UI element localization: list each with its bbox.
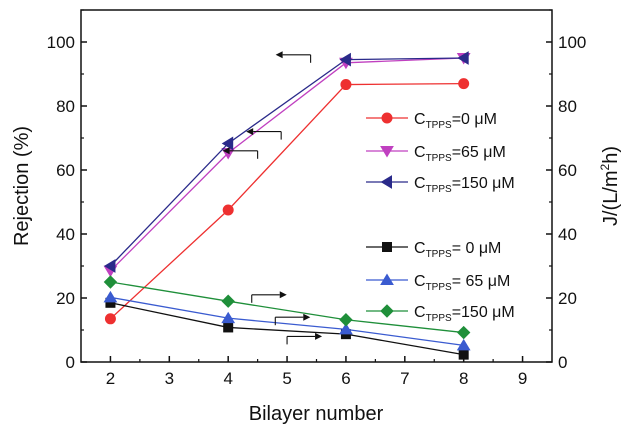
series-0 (104, 78, 470, 325)
legend-label: CTPPS= 65 μM (414, 273, 510, 293)
y-axis-left-title: Rejection (%) (11, 126, 33, 246)
y-left-tick-label: 100 (47, 33, 75, 52)
data-point (340, 79, 352, 91)
data-point (221, 294, 235, 308)
series-line (110, 296, 464, 347)
y-right-tick-label: 100 (558, 33, 586, 52)
legend-label: CTPPS=150 μM (414, 175, 515, 195)
data-point (221, 311, 236, 324)
legend-label: CTPPS=150 μM (414, 304, 515, 324)
legend-marker (380, 273, 394, 285)
x-tick-label: 9 (518, 369, 527, 388)
legend-marker (380, 175, 392, 189)
legend-label-sub: TPPS (426, 153, 452, 164)
legend-item: CTPPS=65 μM (366, 144, 506, 164)
legend-item: CTPPS= 0 μM (366, 240, 501, 260)
axis-arrow (286, 332, 323, 345)
series-5 (103, 275, 471, 340)
legend-label-post: =0 μM (452, 111, 497, 128)
y-right-tick-label: 60 (558, 161, 577, 180)
legend-label-post: =150 μM (452, 175, 515, 192)
x-tick-label: 5 (282, 369, 291, 388)
legend-item: CTPPS=0 μM (366, 111, 497, 131)
data-point (457, 51, 469, 65)
legend-label: CTPPS=65 μM (414, 144, 506, 164)
y-axis-right-title-sup: 2 (598, 163, 612, 170)
data-point (339, 313, 353, 327)
legend-label-pre: C (414, 111, 426, 128)
axis-arrow (222, 147, 259, 159)
y-left-tick-label: 20 (56, 289, 75, 308)
legend-label-pre: C (414, 240, 426, 257)
legend-label: CTPPS= 0 μM (414, 240, 501, 260)
y-left-tick-label: 80 (56, 97, 75, 116)
axis-arrow (251, 291, 287, 303)
data-point (456, 338, 471, 351)
data-point (221, 136, 234, 151)
x-tick-label: 8 (459, 369, 468, 388)
axis-arrow (274, 313, 311, 326)
data-point (458, 349, 469, 360)
y-right-tick-label: 40 (558, 225, 577, 244)
x-tick-label: 4 (223, 369, 232, 388)
legend-item: CTPPS=150 μM (366, 304, 515, 324)
legend-marker (380, 146, 394, 158)
legend-label-pre: C (414, 144, 426, 161)
legend-label-sub: TPPS (426, 282, 452, 293)
legend-label-post: = 65 μM (452, 273, 511, 290)
legend-label-post: =65 μM (452, 144, 506, 161)
x-tick-label: 3 (165, 369, 174, 388)
legend-label-sub: TPPS (426, 249, 452, 260)
legend-label-sub: TPPS (426, 184, 452, 195)
y-axis-right-title-base: J/(L/m (600, 170, 622, 226)
y-left-tick-label: 60 (56, 161, 75, 180)
data-point (456, 325, 471, 340)
legend-label-pre: C (414, 304, 426, 321)
x-tick-label: 6 (341, 369, 350, 388)
legend-marker (381, 112, 393, 124)
x-tick-label: 2 (106, 369, 115, 388)
y-axis-right-title: J/(L/m2h) (598, 146, 622, 226)
y-axis-right-title-tail: h) (600, 146, 622, 164)
data-point (339, 322, 353, 335)
series-line (110, 281, 464, 334)
data-point (222, 204, 234, 216)
x-tick-label: 7 (400, 369, 409, 388)
x-axis-title: Bilayer number (249, 403, 384, 425)
y-right-tick-label: 20 (558, 289, 577, 308)
legend-label: CTPPS=0 μM (414, 111, 497, 131)
legend-item: CTPPS= 65 μM (366, 273, 510, 293)
series-line (110, 302, 464, 356)
series-4 (103, 290, 471, 351)
series-line (109, 57, 464, 272)
y-right-tick-label: 80 (558, 97, 577, 116)
legend-marker (382, 242, 392, 252)
series-line (109, 57, 464, 267)
data-point (339, 52, 351, 67)
y-left-tick-label: 40 (56, 225, 75, 244)
data-point (103, 275, 118, 289)
data-point (103, 259, 116, 273)
y-right-tick-label: 0 (558, 353, 567, 372)
axis-arrow (275, 51, 312, 63)
legend-label-pre: C (414, 273, 426, 290)
legend-label-pre: C (414, 175, 426, 192)
y-left-tick-label: 0 (66, 353, 75, 372)
data-point (104, 313, 116, 325)
series-line (109, 82, 464, 320)
legend-label-sub: TPPS (426, 313, 452, 324)
axis-arrow (246, 128, 282, 140)
data-point (223, 322, 234, 333)
data-point (458, 78, 470, 90)
data-point (103, 290, 118, 303)
legend-label-post: = 0 μM (452, 240, 502, 257)
legend-label-sub: TPPS (426, 120, 452, 131)
legend-item: CTPPS=150 μM (366, 175, 515, 195)
legend-marker (380, 304, 394, 318)
legend-label-post: =150 μM (452, 304, 515, 321)
series-2 (103, 51, 469, 273)
